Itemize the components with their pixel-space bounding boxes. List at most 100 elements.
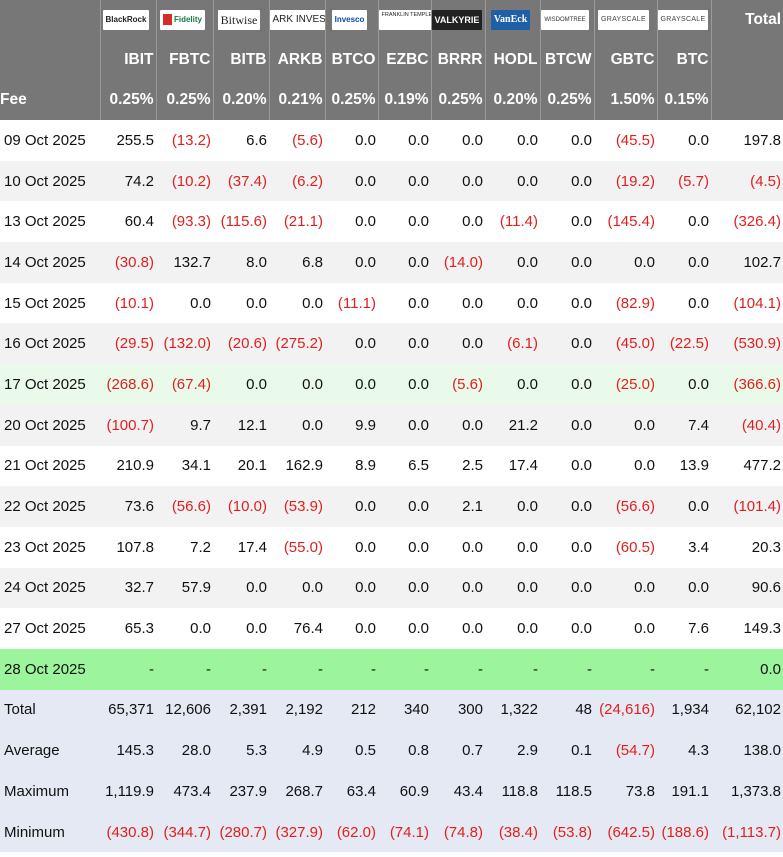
summary-cell: 1,322 (485, 689, 540, 731)
flow-cell: (10.2) (156, 160, 213, 202)
flow-cell: 0.0 (269, 282, 325, 324)
summary-cell: 473.4 (156, 771, 213, 812)
ticker-btco: BTCO (324, 40, 378, 80)
summary-cell: 2.9 (485, 730, 540, 771)
flow-cell: (115.6) (213, 201, 269, 243)
summary-cell: 1,934 (657, 689, 711, 731)
flow-cell: 0.0 (269, 404, 325, 446)
row-date: 15 Oct 2025 (0, 282, 100, 324)
summary-cell: 4.3 (657, 730, 711, 771)
flow-cell: 0.0 (657, 567, 711, 609)
ticker-brrr: BRRR (430, 40, 485, 80)
summary-cell: (642.5) (594, 811, 657, 853)
fee-bitb: 0.20% (212, 80, 269, 120)
row-total-cell: (366.6) (711, 364, 783, 405)
summary-cell: 63.4 (325, 771, 378, 812)
table-row: 09 Oct 2025 255.5 (13.2) 6.6 (5.6) 0.0 0.0 0.0 0… (0, 120, 783, 161)
flow-cell: 2.1 (431, 486, 485, 527)
daily-flows-body: 09 Oct 2025 255.5 (13.2) 6.6 (5.6) 0.0 0.0 0.0 0… (0, 120, 783, 690)
flow-cell: 0.0 (213, 282, 269, 324)
summary-cell: 191.1 (657, 771, 711, 812)
table-row: 10 Oct 2025 74.2 (10.2) (37.4) (6.2) 0.0 0.0 0.… (0, 160, 783, 202)
summary-cell: (38.4) (485, 811, 540, 853)
fee-btc: 0.15% (656, 80, 711, 120)
row-date: 09 Oct 2025 (0, 120, 100, 161)
row-date: 28 Oct 2025 (0, 648, 100, 690)
table-row: 20 Oct 2025 (100.7) 9.7 12.1 0.0 9.9 0.0 0.0 21.… (0, 404, 783, 446)
flow-cell: (55.0) (269, 526, 325, 568)
summary-cell: 1,373.8 (711, 771, 783, 812)
flow-cell: 7.2 (156, 526, 213, 568)
row-total-cell: 0.0 (711, 648, 783, 690)
flow-cell: 0.0 (325, 201, 378, 243)
summary-cell: 1,119.9 (100, 771, 156, 812)
summary-cell: 62,102 (711, 689, 783, 731)
ticker-ibit: IBIT (99, 40, 156, 80)
flow-cell: 0.0 (540, 364, 594, 405)
flow-cell: 0.0 (431, 120, 485, 161)
summary-cell: 0.8 (378, 730, 431, 771)
fee-brrr: 0.25% (430, 80, 485, 120)
total-column-header: Total (710, 0, 783, 40)
ticker-row: IBIT FBTC BITB ARKB BTCO EZBC BRRR HODL … (0, 40, 783, 80)
flow-cell: 107.8 (100, 526, 156, 568)
flow-cell: 0.0 (540, 160, 594, 202)
flow-cell: 0.0 (594, 567, 657, 609)
summary-cell: (74.8) (431, 811, 485, 853)
table-row: 15 Oct 2025 (10.1) 0.0 0.0 0.0 (11.1) 0.0 0.0 0.… (0, 282, 783, 324)
flow-cell: 0.0 (485, 567, 540, 609)
summary-label: Average (0, 730, 100, 771)
flow-cell: (22.5) (657, 323, 711, 365)
summary-cell: 0.5 (325, 730, 378, 771)
flow-cell: 34.1 (156, 445, 213, 487)
flow-cell: - (657, 648, 711, 690)
flow-cell: 0.0 (325, 323, 378, 365)
fee-gbtc: 1.50% (593, 80, 657, 120)
flow-cell: - (213, 648, 269, 690)
flow-cell: (30.8) (100, 242, 156, 283)
issuer-logo-fidelity: Fidelity (155, 0, 213, 40)
table-row: 21 Oct 2025 210.9 34.1 20.1 162.9 8.9 6.5 2.5 17… (0, 445, 783, 487)
row-date: 10 Oct 2025 (0, 160, 100, 202)
summary-label: Minimum (0, 811, 100, 853)
issuer-logo-valkyrie: VALKYRIE (430, 0, 485, 40)
row-date: 23 Oct 2025 (0, 526, 100, 568)
flow-cell: 210.9 (100, 445, 156, 487)
table-row: 16 Oct 2025 (29.5) (132.0) (20.6) (275.2) 0.0… (0, 323, 783, 365)
flow-cell: 0.0 (156, 608, 213, 649)
issuer-logo-vaneck: VanEck (484, 0, 540, 40)
row-total-cell: (326.4) (711, 201, 783, 243)
table-header: BlackRock Fidelity Bitwise ARK INVEST In… (0, 0, 783, 120)
row-date: 21 Oct 2025 (0, 445, 100, 487)
flow-cell: 0.0 (485, 364, 540, 405)
row-total-cell: 477.2 (711, 445, 783, 487)
flow-cell: 0.0 (594, 608, 657, 649)
summary-cell: (54.7) (594, 730, 657, 771)
flow-cell: 0.0 (378, 526, 431, 568)
flow-cell: 6.8 (269, 242, 325, 283)
flow-cell: 65.3 (100, 608, 156, 649)
summary-cell: (188.6) (657, 811, 711, 853)
flow-cell: 0.0 (540, 201, 594, 243)
summary-body: Total 65,371 12,606 2,391 2,192 212 340 300 1,32… (0, 689, 783, 853)
flow-cell: 0.0 (540, 404, 594, 446)
flow-cell: 6.5 (378, 445, 431, 487)
flow-cell: 0.0 (378, 201, 431, 243)
row-total-cell: (101.4) (711, 486, 783, 527)
flow-cell: 0.0 (378, 404, 431, 446)
summary-cell: (344.7) (156, 811, 213, 853)
fee-ezbc: 0.19% (377, 80, 431, 120)
flow-cell: 0.0 (213, 567, 269, 609)
flow-cell: 0.0 (594, 445, 657, 487)
flow-cell: 0.0 (378, 120, 431, 161)
row-total-cell: (4.5) (711, 160, 783, 202)
flow-cell: 0.0 (213, 608, 269, 649)
flow-cell: 0.0 (485, 608, 540, 649)
flow-cell: 0.0 (431, 404, 485, 446)
flow-cell: 0.0 (431, 323, 485, 365)
flow-cell: (20.6) (213, 323, 269, 365)
flow-cell: 0.0 (540, 445, 594, 487)
flow-cell: (60.5) (594, 526, 657, 568)
summary-cell: 65,371 (100, 689, 156, 731)
summary-cell: 2,192 (269, 689, 325, 731)
